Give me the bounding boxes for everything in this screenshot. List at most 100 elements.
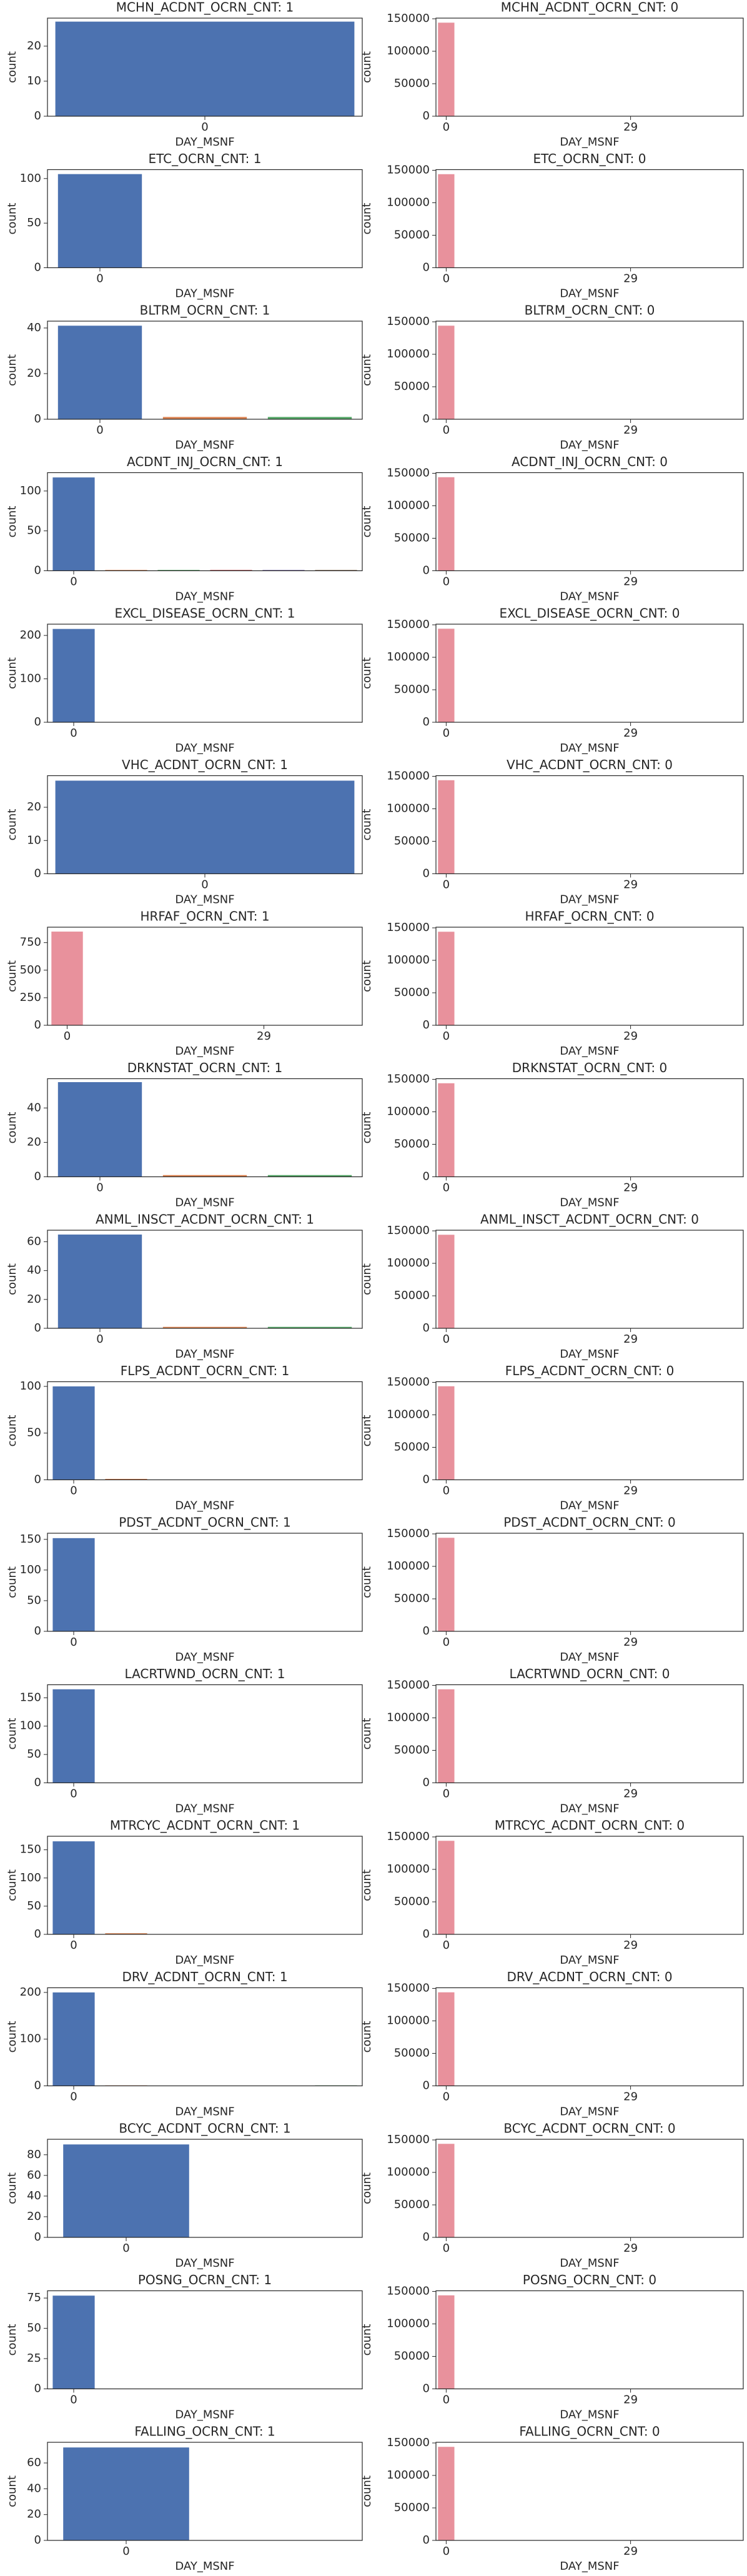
x-tick-label: 0: [443, 121, 450, 134]
x-axis-label: DAY_MSNF: [560, 2560, 619, 2573]
y-tick-label: 0: [423, 2382, 430, 2395]
y-tick-label: 40: [27, 1264, 41, 1277]
y-tick-label: 150000: [387, 467, 430, 480]
axes-frame: [435, 1987, 744, 2087]
y-tick-label: 100: [20, 1719, 41, 1733]
x-tick-label: 0: [70, 1939, 77, 1952]
bar: [51, 932, 83, 1025]
x-tick-label: 0: [443, 575, 450, 589]
y-tick-label: 0: [423, 412, 430, 425]
x-tick-label: 29: [623, 2545, 638, 2558]
x-tick-label: 29: [623, 121, 638, 134]
y-tick-label: 250: [20, 991, 41, 1004]
y-axis-label: count: [6, 809, 19, 841]
x-axis-label: DAY_MSNF: [175, 742, 234, 755]
bar: [52, 477, 95, 571]
bar: [162, 417, 247, 419]
chart-title: HRFAF_OCRN_CNT: 1: [140, 909, 269, 924]
x-axis-label: DAY_MSNF: [560, 1954, 619, 1967]
chart-title: VHC_ACDNT_OCRN_CNT: 0: [507, 757, 673, 772]
y-tick-label: 0: [423, 261, 430, 274]
bar: [438, 932, 455, 1025]
axes-frame: [47, 1533, 363, 1632]
x-tick-label: 29: [623, 424, 638, 437]
y-axis-label: count: [360, 1263, 374, 1295]
chart-title: DRV_ACDNT_OCRN_CNT: 1: [122, 1969, 287, 1984]
x-tick-label: 29: [623, 1030, 638, 1043]
y-tick-label: 150000: [387, 164, 430, 177]
x-axis-label: DAY_MSNF: [175, 2106, 234, 2119]
chart-title: ACDNT_INJ_OCRN_CNT: 0: [512, 454, 668, 469]
y-axis-label: count: [360, 809, 374, 841]
bar: [438, 2144, 455, 2237]
y-tick-label: 20: [27, 1135, 41, 1148]
y-axis-label: count: [6, 1718, 19, 1750]
y-tick-label: 0: [34, 867, 41, 880]
chart-title: POSNG_OCRN_CNT: 1: [138, 2272, 272, 2287]
y-axis-label: count: [6, 1112, 19, 1144]
x-axis-label: DAY_MSNF: [560, 1803, 619, 1816]
x-axis-label: DAY_MSNF: [560, 287, 619, 301]
y-tick-label: 100000: [387, 953, 430, 967]
x-tick-label: 0: [443, 1181, 450, 1195]
bar: [52, 1689, 95, 1783]
y-tick-label: 150000: [387, 1982, 430, 1995]
chart-title: DRKNSTAT_OCRN_CNT: 1: [127, 1060, 282, 1075]
x-tick-label: 0: [70, 2091, 77, 2104]
x-axis-label: DAY_MSNF: [560, 2409, 619, 2422]
axes-frame: [435, 1078, 744, 1178]
x-tick-label: 0: [96, 1181, 103, 1195]
y-tick-label: 0: [423, 1624, 430, 1638]
y-tick-label: 50000: [394, 1441, 430, 1454]
y-tick-label: 0: [34, 715, 41, 729]
y-tick-label: 150000: [387, 1376, 430, 1389]
x-tick-label: 0: [443, 1333, 450, 1346]
y-axis-label: count: [360, 506, 374, 538]
axes-frame: [47, 2442, 363, 2541]
y-tick-label: 0: [423, 109, 430, 122]
y-tick-label: 100000: [387, 2317, 430, 2330]
y-tick-label: 60: [27, 2456, 41, 2469]
x-tick-label: 29: [623, 878, 638, 892]
y-tick-label: 50: [27, 2322, 41, 2335]
x-tick-label: 29: [623, 272, 638, 286]
x-axis-label: DAY_MSNF: [560, 136, 619, 149]
chart-title: FLPS_ACDNT_OCRN_CNT: 0: [505, 1363, 675, 1378]
y-axis-label: count: [360, 960, 374, 992]
y-tick-label: 50: [27, 1594, 41, 1607]
x-tick-label: 0: [443, 424, 450, 437]
bar: [57, 174, 142, 268]
y-tick-label: 50000: [394, 2350, 430, 2363]
y-tick-label: 100000: [387, 1105, 430, 1118]
y-tick-label: 50000: [394, 1744, 430, 1757]
y-tick-label: 100000: [387, 1408, 430, 1421]
y-axis-label: count: [360, 51, 374, 83]
axes-frame: [435, 2139, 744, 2238]
y-axis-label: count: [360, 203, 374, 235]
y-axis-label: count: [360, 1718, 374, 1750]
y-axis-label: count: [360, 2021, 374, 2053]
y-tick-label: 50000: [394, 1289, 430, 1302]
y-tick-label: 60: [27, 1235, 41, 1248]
bar: [438, 326, 455, 419]
x-axis-label: DAY_MSNF: [175, 2257, 234, 2270]
x-tick-label: 0: [96, 272, 103, 286]
y-tick-label: 500: [20, 963, 41, 977]
bar: [267, 1326, 352, 1328]
axes-frame: [435, 2290, 744, 2390]
chart-title: ANML_INSCT_ACDNT_OCRN_CNT: 1: [96, 1212, 314, 1227]
x-tick-label: 0: [443, 1030, 450, 1043]
y-tick-label: 150000: [387, 1830, 430, 1843]
y-tick-label: 0: [34, 2534, 41, 2547]
x-tick-label: 29: [623, 2394, 638, 2407]
x-tick-label: 29: [623, 575, 638, 589]
x-axis-label: DAY_MSNF: [175, 893, 234, 907]
axes-frame: [435, 1230, 744, 1329]
y-tick-label: 0: [423, 1776, 430, 1789]
y-tick-label: 100000: [387, 802, 430, 815]
x-tick-label: 0: [96, 424, 103, 437]
y-axis-label: count: [6, 1566, 19, 1598]
bar: [162, 1326, 247, 1328]
x-axis-label: DAY_MSNF: [560, 1045, 619, 1058]
